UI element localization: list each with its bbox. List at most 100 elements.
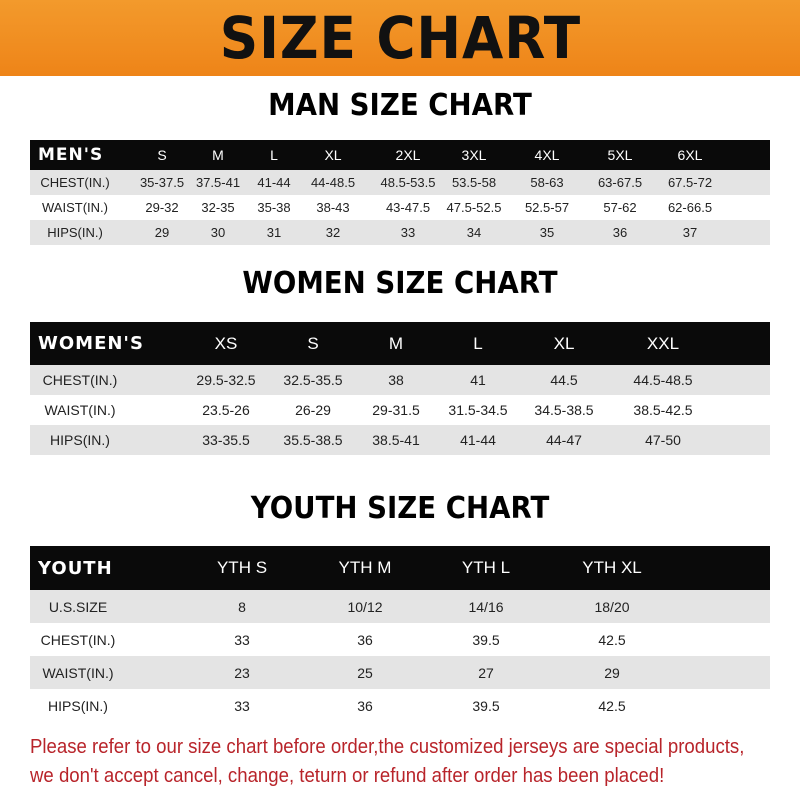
row-label: WAIST(IN.) [44, 402, 116, 418]
banner: SIZE CHART [0, 0, 800, 76]
size-header-cell: 5XL [607, 147, 633, 163]
order-notice-line-2: we don't accept cancel, change, teturn o… [30, 765, 665, 787]
table-cell: 33 [400, 225, 416, 240]
table-cell: 29-32 [145, 200, 179, 215]
table-cell: 25 [357, 664, 373, 681]
table-cell: 38 [388, 372, 404, 388]
table-cell: 32 [325, 225, 341, 240]
table-row: CHEST(IN.) 35-37.5 37.5-41 41-44 44-48.5 48.5… [30, 170, 770, 195]
table-cell: 39.5 [472, 631, 500, 648]
size-header-cell: S [157, 147, 167, 163]
row-label: CHEST(IN.) [40, 175, 110, 190]
table-cell: 41 [470, 372, 486, 388]
table-cell: 29 [154, 225, 170, 240]
order-notice: Please refer to our size chart before or… [30, 733, 744, 791]
size-header-cell: 4XL [534, 147, 560, 163]
table-cell: 29 [604, 664, 620, 681]
table-row: HIPS(IN.) 29 30 31 32 33 34 35 36 37 [30, 220, 770, 245]
women-section-title: WOMEN SIZE CHART [242, 266, 558, 301]
size-header-cell: XS [214, 333, 238, 353]
table-cell: 44.5-48.5 [633, 372, 693, 388]
table-cell: 35-37.5 [139, 175, 185, 190]
table-cell: 35-38 [257, 200, 291, 215]
row-label: HIPS(IN.) [48, 697, 108, 714]
table-cell: 47-50 [645, 432, 681, 448]
table-cell: 42.5 [598, 631, 626, 648]
table-title-cell: WOMEN'S [38, 333, 144, 354]
table-cell: 35 [539, 225, 555, 240]
table-cell: 36 [612, 225, 628, 240]
table-cell: 44-48.5 [310, 175, 356, 190]
table-row: HIPS(IN.) 33 36 39.5 42.5 [30, 689, 770, 722]
table-cell: 8 [238, 598, 246, 615]
table-row: U.S.SIZE 8 10/12 14/16 18/20 [30, 590, 770, 623]
table-cell: 33 [234, 631, 250, 648]
table-cell: 57-62 [603, 200, 637, 215]
table-cell: 33-35.5 [202, 432, 250, 448]
row-label: HIPS(IN.) [47, 225, 103, 240]
men-header-row: MEN'S S M L XL 2XL 3XL 4XL 5XL 6XL [30, 140, 770, 170]
size-header-cell: YTH L [461, 558, 511, 577]
table-cell: 35.5-38.5 [283, 432, 343, 448]
size-header-cell: M [212, 147, 224, 163]
table-cell: 41-44 [460, 432, 496, 448]
table-row: CHEST(IN.) 33 36 39.5 42.5 [30, 623, 770, 656]
table-cell: 14/16 [468, 598, 504, 615]
size-header-cell: YTH M [338, 558, 392, 577]
table-cell: 44.5 [550, 372, 578, 388]
youth-header-row: YOUTH YTH S YTH M YTH L YTH XL [30, 546, 770, 590]
table-cell: 52.5-57 [524, 200, 570, 215]
table-cell: 23.5-26 [202, 402, 250, 418]
table-title-cell: YOUTH [38, 557, 113, 579]
table-cell: 47.5-52.5 [446, 200, 502, 215]
table-cell: 10/12 [347, 598, 383, 615]
table-cell: 58-63 [530, 175, 564, 190]
table-cell: 53.5-58 [451, 175, 497, 190]
table-cell: 34 [466, 225, 482, 240]
table-cell: 37.5-41 [195, 175, 241, 190]
row-label: WAIST(IN.) [42, 664, 114, 681]
table-cell: 63-67.5 [597, 175, 643, 190]
table-row: WAIST(IN.) 29-32 32-35 35-38 38-43 43-47.5 47.… [30, 195, 770, 220]
table-cell: 41-44 [257, 175, 291, 190]
table-row: HIPS(IN.) 33-35.5 35.5-38.5 38.5-41 41-44 44-… [30, 425, 770, 455]
size-header-cell: XL [553, 333, 575, 353]
row-label: WAIST(IN.) [42, 200, 108, 215]
table-cell: 36 [357, 631, 373, 648]
table-cell: 38-43 [316, 200, 350, 215]
size-header-cell: XXL [646, 333, 680, 353]
table-cell: 23 [234, 664, 250, 681]
row-label: CHEST(IN.) [40, 631, 116, 648]
size-header-cell: 2XL [395, 147, 421, 163]
table-cell: 38.5-41 [372, 432, 420, 448]
size-header-cell: S [307, 333, 319, 353]
table-cell: 42.5 [598, 697, 626, 714]
table-cell: 32-35 [201, 200, 235, 215]
row-label: CHEST(IN.) [42, 372, 118, 388]
size-header-cell: 3XL [461, 147, 487, 163]
table-cell: 29-31.5 [372, 402, 420, 418]
table-cell: 31 [266, 225, 282, 240]
table-cell: 44-47 [546, 432, 582, 448]
men-section-title: MAN SIZE CHART [268, 88, 532, 123]
table-cell: 48.5-53.5 [380, 175, 436, 190]
table-cell: 67.5-72 [667, 175, 713, 190]
size-header-cell: 6XL [677, 147, 703, 163]
table-cell: 37 [682, 225, 698, 240]
size-header-cell: YTH S [216, 558, 268, 577]
table-row: CHEST(IN.) 29.5-32.5 32.5-35.5 38 41 44.5 44.5… [30, 365, 770, 395]
table-cell: 34.5-38.5 [534, 402, 594, 418]
table-cell: 36 [357, 697, 373, 714]
table-row: WAIST(IN.) 23 25 27 29 [30, 656, 770, 689]
table-cell: 43-47.5 [385, 200, 431, 215]
table-title-cell: MEN'S [38, 145, 104, 165]
size-header-cell: XL [324, 147, 342, 163]
row-label: HIPS(IN.) [50, 432, 110, 448]
women-header-row: WOMEN'S XS S M L XL XXL [30, 322, 770, 365]
size-header-cell: L [270, 147, 278, 163]
table-row: WAIST(IN.) 23.5-26 26-29 29-31.5 31.5-34.5 34… [30, 395, 770, 425]
table-cell: 18/20 [594, 598, 630, 615]
size-header-cell: YTH XL [582, 558, 642, 577]
banner-title: SIZE CHART [219, 4, 581, 72]
table-cell: 31.5-34.5 [448, 402, 508, 418]
